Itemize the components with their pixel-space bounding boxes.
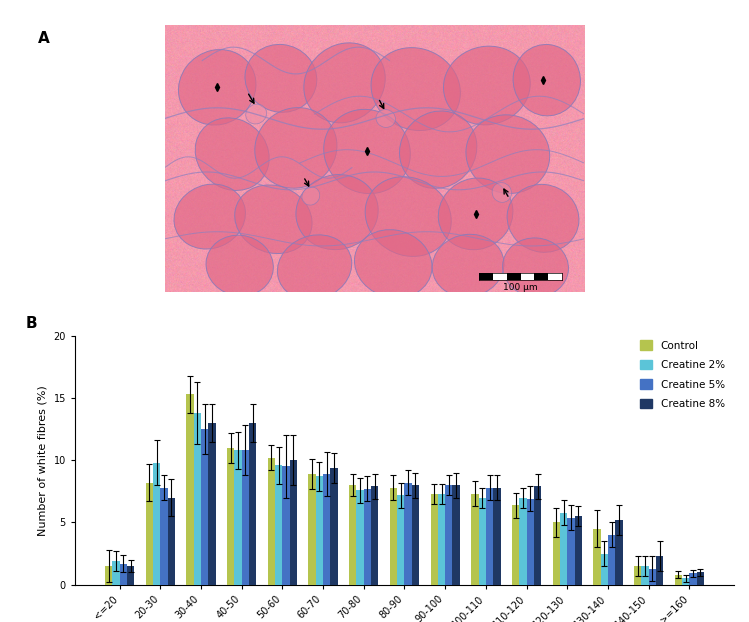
Bar bbox=[112, 561, 120, 585]
Ellipse shape bbox=[513, 44, 580, 116]
Bar bbox=[127, 566, 134, 585]
Ellipse shape bbox=[443, 46, 530, 125]
Bar bbox=[593, 529, 601, 585]
Legend: Control, Creatine 2%, Creatine 5%, Creatine 8%: Control, Creatine 2%, Creatine 5%, Creat… bbox=[635, 336, 729, 414]
Bar bbox=[675, 575, 682, 585]
Bar bbox=[290, 460, 297, 585]
Bar bbox=[689, 573, 697, 585]
Ellipse shape bbox=[178, 50, 256, 125]
Bar bbox=[234, 450, 242, 585]
Ellipse shape bbox=[371, 48, 461, 131]
Ellipse shape bbox=[438, 178, 513, 250]
Bar bbox=[145, 483, 153, 585]
Bar bbox=[389, 488, 397, 585]
Y-axis label: Number of white fibres (%): Number of white fibres (%) bbox=[38, 385, 48, 536]
Bar bbox=[168, 498, 175, 585]
Ellipse shape bbox=[246, 104, 267, 124]
Bar bbox=[330, 468, 338, 585]
Bar bbox=[452, 485, 460, 585]
Bar bbox=[682, 578, 689, 585]
Bar bbox=[486, 488, 493, 585]
Bar bbox=[404, 483, 412, 585]
Text: A: A bbox=[37, 31, 49, 46]
Ellipse shape bbox=[277, 235, 352, 300]
Bar bbox=[649, 569, 656, 585]
Bar bbox=[160, 488, 168, 585]
Ellipse shape bbox=[492, 183, 512, 202]
Bar bbox=[608, 535, 616, 585]
Bar bbox=[249, 423, 256, 585]
Bar bbox=[412, 485, 419, 585]
Ellipse shape bbox=[174, 184, 246, 249]
Ellipse shape bbox=[399, 111, 477, 188]
Bar bbox=[323, 474, 330, 585]
Bar bbox=[105, 566, 112, 585]
Ellipse shape bbox=[296, 175, 378, 249]
Bar bbox=[187, 394, 193, 585]
Bar bbox=[534, 486, 542, 585]
Bar bbox=[282, 466, 290, 585]
Bar bbox=[471, 494, 479, 585]
Bar bbox=[445, 485, 452, 585]
Bar bbox=[275, 465, 282, 585]
Bar bbox=[697, 572, 704, 585]
Ellipse shape bbox=[206, 235, 273, 296]
Bar bbox=[641, 566, 649, 585]
Ellipse shape bbox=[302, 187, 320, 205]
Ellipse shape bbox=[234, 185, 312, 254]
Bar bbox=[227, 448, 234, 585]
Bar bbox=[601, 554, 608, 585]
Bar bbox=[201, 429, 208, 585]
Ellipse shape bbox=[366, 177, 451, 256]
Bar bbox=[208, 423, 216, 585]
Bar bbox=[527, 499, 534, 585]
Bar bbox=[371, 486, 378, 585]
Bar bbox=[560, 513, 567, 585]
Bar bbox=[397, 495, 404, 585]
Bar bbox=[656, 556, 664, 585]
Bar bbox=[567, 518, 574, 585]
Ellipse shape bbox=[195, 118, 269, 190]
Bar bbox=[349, 485, 357, 585]
Bar bbox=[616, 520, 622, 585]
Text: B: B bbox=[25, 316, 37, 331]
Bar bbox=[553, 522, 560, 585]
Bar bbox=[519, 498, 527, 585]
Bar bbox=[512, 505, 519, 585]
Ellipse shape bbox=[376, 109, 395, 128]
Ellipse shape bbox=[245, 44, 317, 113]
Ellipse shape bbox=[324, 109, 410, 193]
Bar bbox=[479, 498, 486, 585]
Ellipse shape bbox=[466, 115, 550, 193]
Bar bbox=[193, 413, 201, 585]
Ellipse shape bbox=[503, 238, 568, 297]
Bar bbox=[153, 463, 160, 585]
Bar bbox=[309, 474, 316, 585]
Text: 100 μm: 100 μm bbox=[503, 282, 538, 292]
Ellipse shape bbox=[507, 184, 579, 253]
Bar bbox=[438, 494, 445, 585]
Ellipse shape bbox=[304, 43, 385, 123]
Bar bbox=[357, 490, 364, 585]
Bar bbox=[120, 564, 127, 585]
Bar bbox=[634, 566, 641, 585]
Ellipse shape bbox=[432, 234, 504, 297]
Bar bbox=[493, 488, 500, 585]
Bar bbox=[431, 494, 438, 585]
Bar bbox=[242, 450, 249, 585]
Ellipse shape bbox=[354, 230, 432, 298]
Ellipse shape bbox=[255, 108, 337, 188]
Bar bbox=[267, 458, 275, 585]
Bar bbox=[574, 516, 582, 585]
Bar bbox=[316, 476, 323, 585]
Bar bbox=[364, 489, 371, 585]
